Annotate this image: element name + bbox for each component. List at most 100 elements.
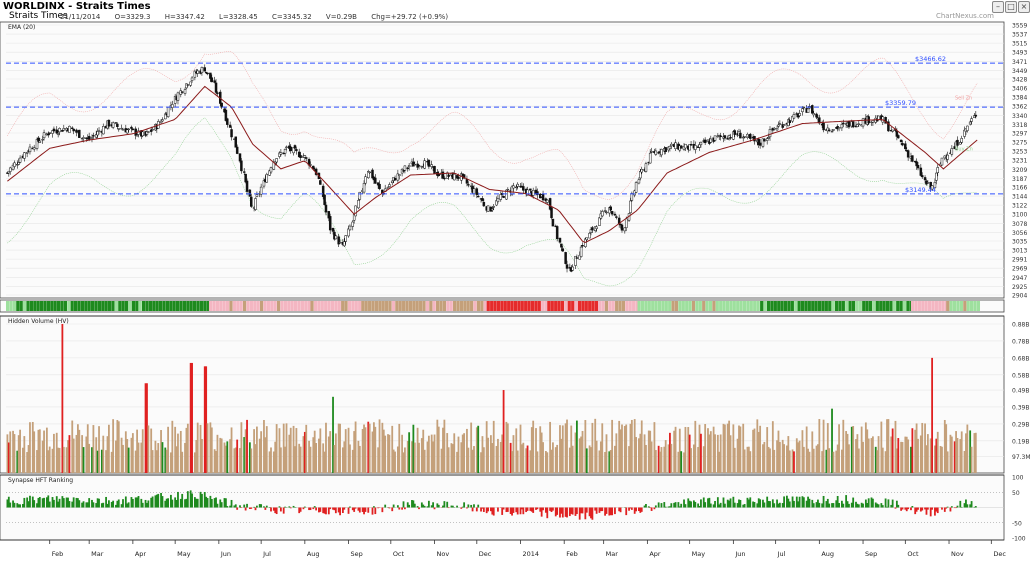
hft-bar xyxy=(929,507,932,517)
x-tick-label: Jul xyxy=(777,550,786,558)
candle-body xyxy=(275,158,278,163)
volume-bar xyxy=(836,444,839,473)
hft-bar xyxy=(491,507,494,515)
signal-cell xyxy=(678,301,682,311)
volume-bar xyxy=(282,423,285,473)
volume-bar xyxy=(302,436,305,473)
signal-cell xyxy=(725,301,730,311)
hft-bar xyxy=(339,507,341,516)
volume-tick-label: 0.19B xyxy=(1012,438,1029,445)
hft-bar xyxy=(189,490,192,508)
hft-bar xyxy=(236,507,239,510)
hft-bar xyxy=(23,497,26,508)
signal-cell xyxy=(449,301,453,311)
signal-cell xyxy=(172,301,176,311)
hft-bar xyxy=(762,499,764,508)
volume-bar xyxy=(491,443,494,473)
price-tick-label: 3471 xyxy=(1012,59,1027,66)
volume-bar xyxy=(279,447,282,473)
candle-body xyxy=(968,121,972,125)
signal-cell xyxy=(97,301,101,311)
candle-body xyxy=(396,173,400,181)
candle-body xyxy=(603,210,607,212)
signal-cell xyxy=(429,301,433,311)
volume-bar xyxy=(684,426,687,473)
volume-bar xyxy=(738,425,740,473)
volume-bar xyxy=(312,437,315,473)
candle-body xyxy=(413,164,417,166)
hft-bar xyxy=(467,504,470,508)
volume-bar xyxy=(818,419,821,473)
candle-body xyxy=(90,137,94,139)
price-tick-label: 3318 xyxy=(1012,122,1027,129)
hft-bar xyxy=(718,504,721,508)
signal-cell xyxy=(446,301,450,311)
hft-bar xyxy=(826,498,829,508)
signal-cell xyxy=(910,301,915,311)
volume-bar xyxy=(406,440,409,473)
candle-body xyxy=(732,131,735,140)
volume-bar xyxy=(292,425,295,473)
maximize-button[interactable]: □ xyxy=(1005,1,1017,13)
volume-bar xyxy=(891,428,894,473)
minimize-button[interactable]: – xyxy=(992,1,1004,13)
candle-body xyxy=(78,129,81,138)
hft-bar xyxy=(900,507,902,511)
volume-bar xyxy=(144,383,147,473)
signal-cell xyxy=(215,301,219,311)
hft-bar xyxy=(955,507,957,509)
volume-bar xyxy=(337,423,340,473)
candle-body xyxy=(18,157,22,163)
volume-bar xyxy=(206,423,209,473)
signal-cell xyxy=(193,301,197,311)
signal-cell xyxy=(60,301,64,311)
volume-bar xyxy=(778,441,781,473)
hft-bar xyxy=(614,507,616,515)
volume-bar xyxy=(189,362,192,473)
candle-body xyxy=(777,124,780,127)
signal-cell xyxy=(104,301,108,311)
hft-bar xyxy=(835,500,838,508)
hft-bar xyxy=(924,507,926,510)
volume-bar xyxy=(23,436,26,473)
candle-body xyxy=(42,132,46,139)
candle-body xyxy=(481,198,484,202)
signal-cell xyxy=(493,301,497,311)
hft-bar xyxy=(141,502,144,508)
hft-bar xyxy=(877,504,880,508)
hft-bar xyxy=(778,502,781,508)
volume-bar xyxy=(382,429,385,473)
volume-bar xyxy=(210,427,213,473)
signal-cell xyxy=(882,301,886,311)
volume-bar xyxy=(41,440,44,473)
signal-cell xyxy=(415,301,419,311)
volume-bar xyxy=(82,447,85,473)
volume-bar xyxy=(502,390,505,473)
volume-bar xyxy=(420,438,423,473)
hft-bar xyxy=(154,495,157,508)
hft-bar xyxy=(106,503,109,508)
hft-bar xyxy=(743,504,746,508)
volume-bar xyxy=(436,419,439,473)
hft-bar xyxy=(471,507,474,512)
hft-bar xyxy=(278,506,281,508)
volume-bar xyxy=(253,429,255,473)
hft-bar xyxy=(687,498,690,508)
hft-bar xyxy=(591,507,594,520)
volume-bar xyxy=(75,434,78,473)
candle-body xyxy=(609,206,612,211)
candle-body xyxy=(923,177,927,181)
candle-body xyxy=(963,129,966,137)
signal-cell xyxy=(354,301,358,311)
hft-bar xyxy=(47,495,50,508)
signal-cell xyxy=(654,301,658,311)
close-button[interactable]: × xyxy=(1018,1,1030,13)
volume-bar xyxy=(786,445,788,473)
hft-bar xyxy=(361,507,364,512)
signal-cell xyxy=(708,301,713,311)
hft-bar xyxy=(793,500,795,508)
price-tick-label: 2904 xyxy=(1012,293,1027,300)
volume-bar xyxy=(236,439,239,473)
candle-body xyxy=(279,152,283,155)
candle-body xyxy=(183,89,187,94)
